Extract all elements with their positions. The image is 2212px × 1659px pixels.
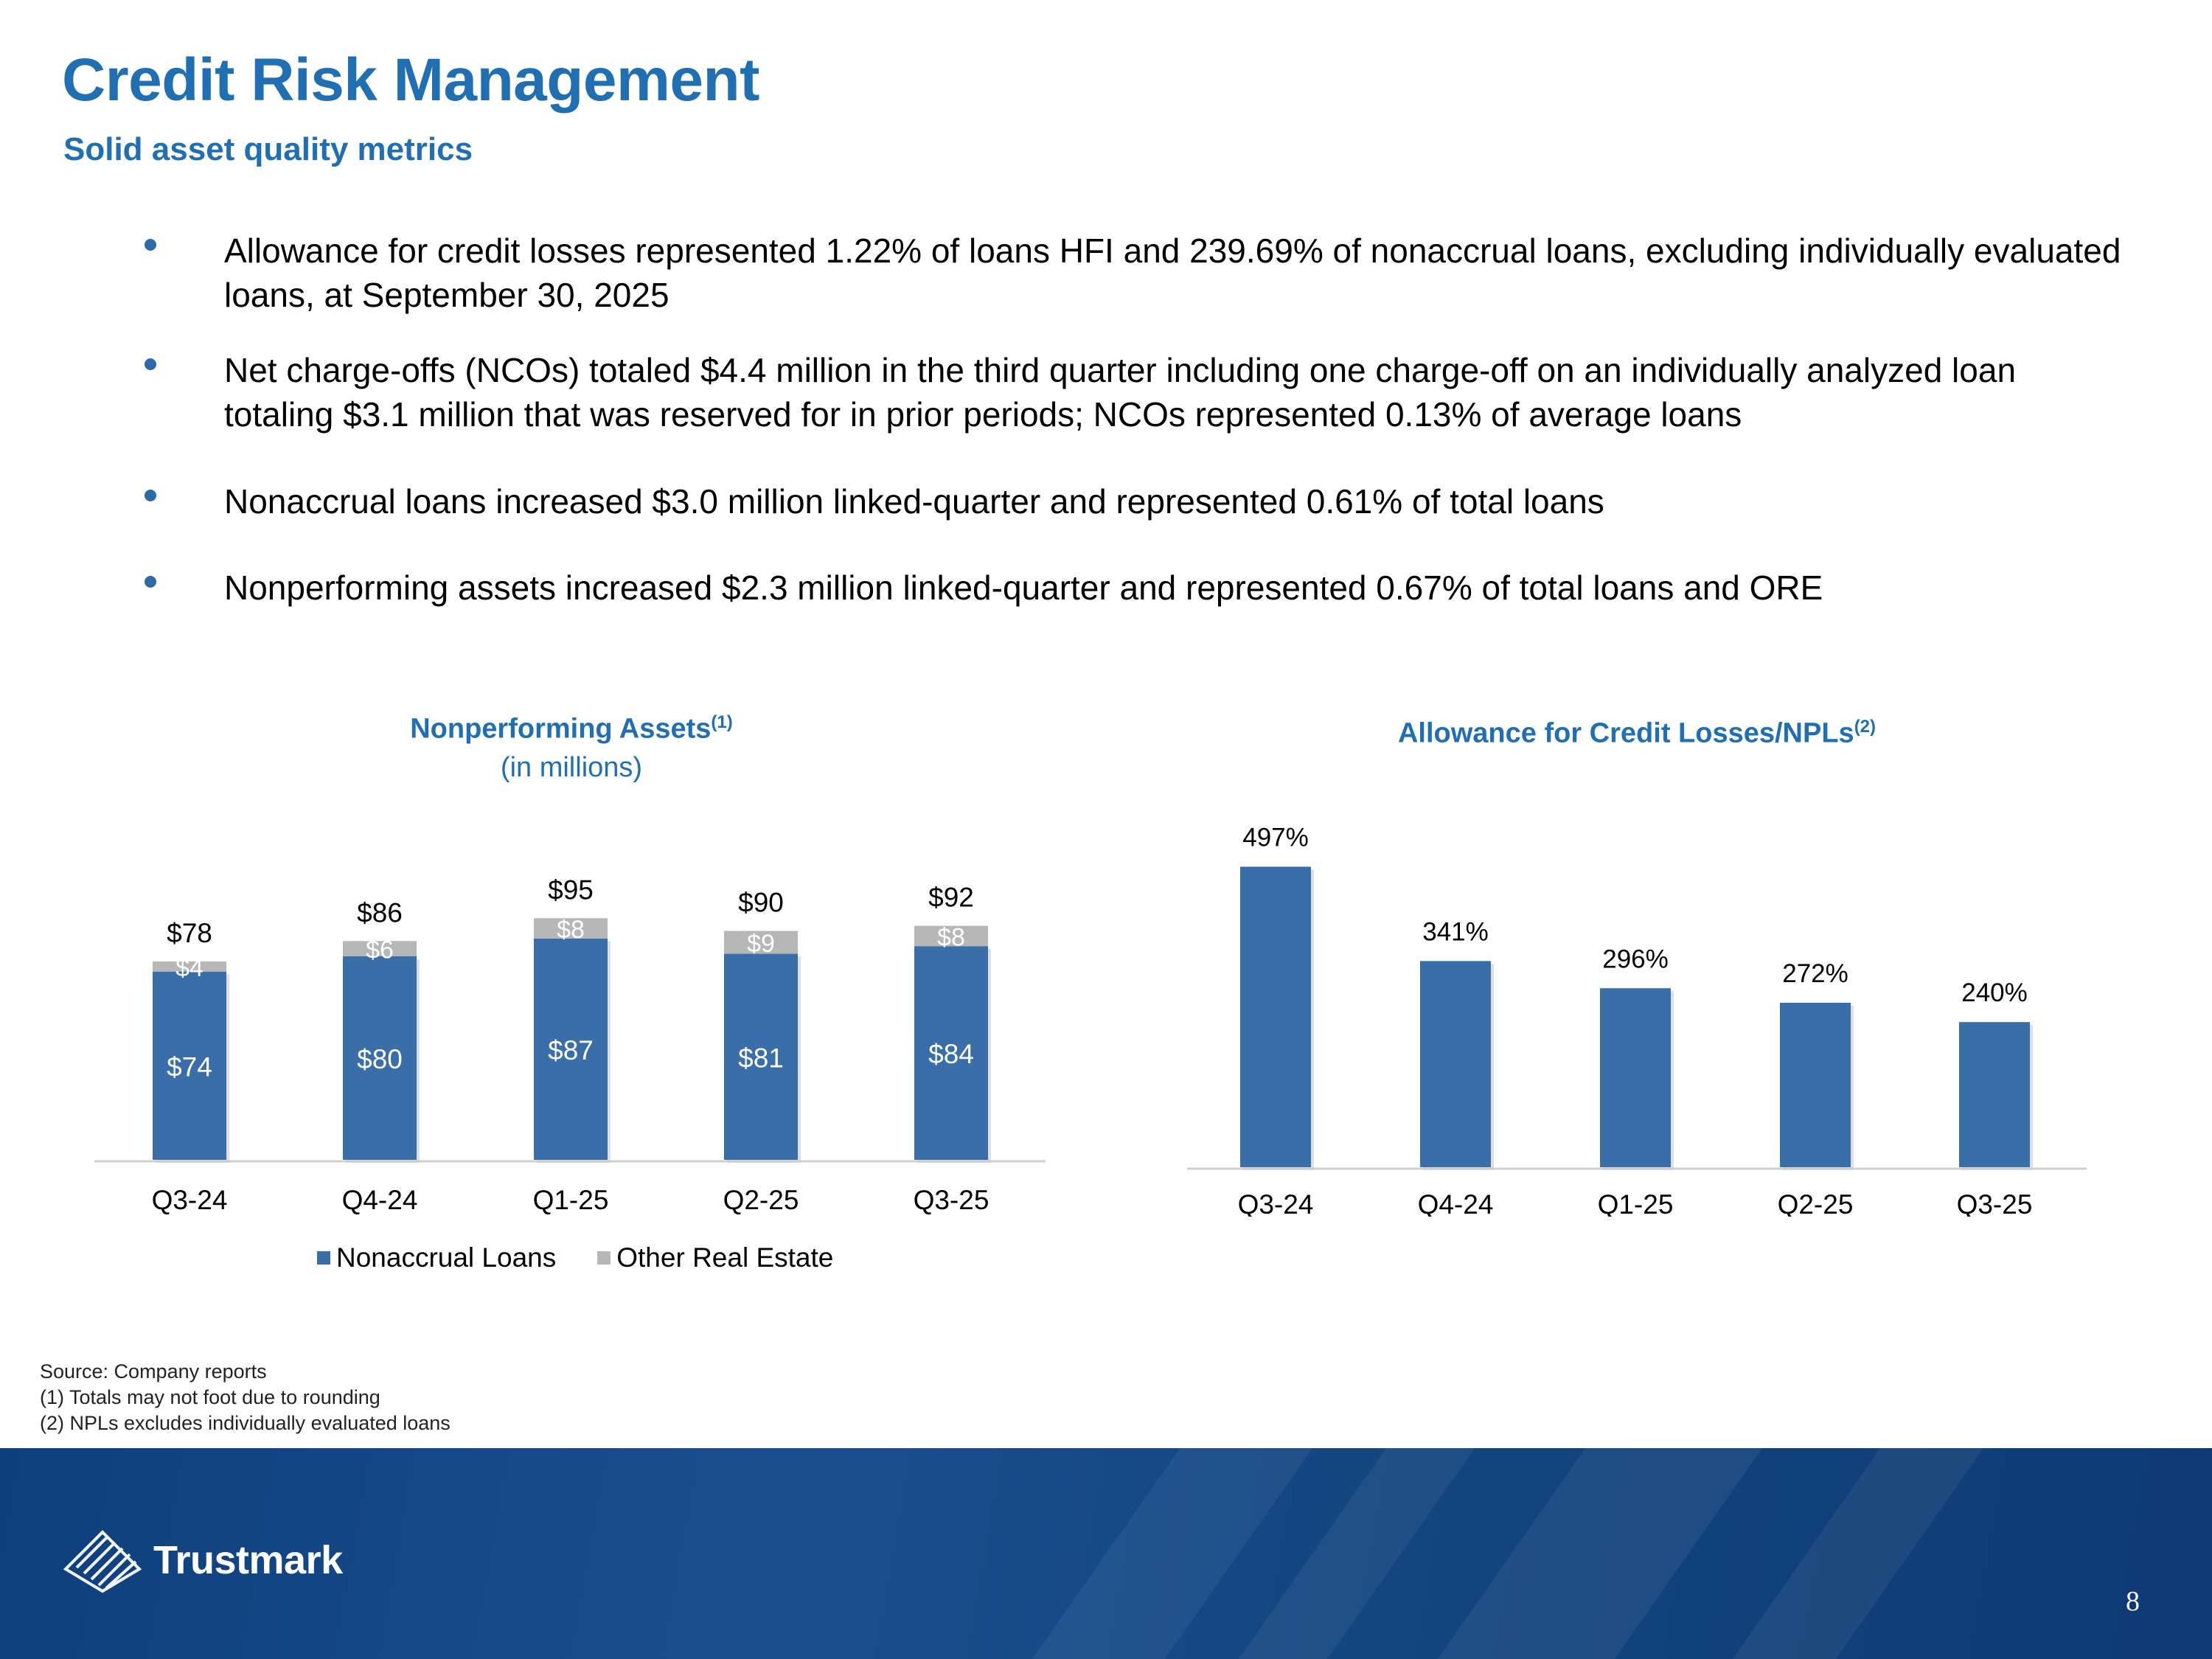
- x-tick-label: Q2-25: [723, 1185, 799, 1215]
- x-tick-label: Q1-25: [1598, 1189, 1674, 1217]
- data-label-other-real-estate: $9: [747, 930, 775, 958]
- legend-swatch: [317, 1251, 330, 1265]
- data-label-percent: 272%: [1782, 959, 1848, 988]
- legend-item-ore: Other Real Estate: [597, 1242, 833, 1273]
- bar-acl-ratio: [1780, 1002, 1851, 1167]
- data-label-total: $92: [928, 883, 974, 913]
- bullet-dot: [145, 358, 156, 370]
- npa-legend: Nonaccrual Loans Other Real Estate: [317, 1242, 874, 1273]
- data-label-total: $95: [548, 874, 594, 905]
- bar-nonaccrual: [914, 946, 988, 1160]
- data-label-percent: 296%: [1602, 945, 1669, 973]
- legend-item-nonaccrual: Nonaccrual Loans: [317, 1242, 556, 1273]
- x-tick-label: Q3-24: [1238, 1189, 1314, 1217]
- data-label-nonaccrual: $80: [357, 1044, 403, 1074]
- data-label-total: $86: [357, 897, 403, 928]
- bar-other-real-estate: [724, 931, 798, 954]
- x-tick-label: Q4-24: [342, 1185, 418, 1215]
- data-label-other-real-estate: $4: [175, 954, 204, 982]
- bar-acl-ratio: [1600, 988, 1671, 1167]
- data-label-total: $90: [738, 888, 784, 918]
- bullet-list: Allowance for credit losses represented …: [140, 229, 2131, 610]
- bar-acl-ratio: [1240, 866, 1311, 1167]
- bar-acl-ratio: [1420, 961, 1491, 1167]
- bar-nonaccrual: [724, 953, 798, 1160]
- data-label-nonaccrual: $74: [167, 1051, 212, 1082]
- footnotes: Source: Company reports (1) Totals may n…: [40, 1359, 451, 1436]
- bar-other-real-estate: [534, 918, 608, 939]
- bar-other-real-estate: [914, 925, 988, 947]
- bar-nonaccrual: [153, 971, 226, 1160]
- bar-nonaccrual: [343, 956, 417, 1160]
- footer-banner: [0, 1448, 2212, 1659]
- data-label-other-real-estate: $6: [366, 936, 394, 964]
- bar-acl-ratio: [1959, 1022, 2030, 1167]
- bullet-item: Nonaccrual loans increased $3.0 million …: [140, 479, 2131, 524]
- footnote: (2) NPLs excludes individually evaluated…: [40, 1412, 451, 1434]
- data-label-total: $78: [167, 918, 212, 948]
- page-subtitle: Solid asset quality metrics: [63, 131, 473, 167]
- trustmark-logo: Trustmark: [62, 1525, 343, 1596]
- npa-chart: $74 $4 $78 Q3-24 $80 $6 $86 Q4-24 $87 $8 $95 Q1-25 $…: [94, 874, 1046, 1215]
- x-tick-label: Q3-25: [1957, 1189, 2033, 1217]
- bar-other-real-estate: [343, 941, 417, 956]
- data-label-other-real-estate: $8: [557, 916, 585, 944]
- data-label-other-real-estate: $8: [937, 923, 965, 951]
- x-tick-label: Q3-24: [152, 1185, 228, 1215]
- data-label-nonaccrual: $84: [928, 1039, 974, 1069]
- footnote: (1) Totals may not foot due to rounding: [40, 1386, 380, 1408]
- bullet-dot: [145, 239, 156, 251]
- acl-chart: 497% Q3-24 341% Q4-24 296% Q1-25 272% Q2-25 240%…: [1187, 823, 2087, 1217]
- bullet-text: Allowance for credit losses represented …: [224, 232, 2121, 314]
- x-tick-label: Q2-25: [1778, 1189, 1854, 1217]
- logo-text: Trustmark: [153, 1538, 343, 1582]
- bullet-item: Net charge-offs (NCOs) totaled $4.4 mill…: [140, 348, 2131, 437]
- npa-chart-subtitle: (in millions): [500, 752, 643, 783]
- data-label-percent: 341%: [1422, 917, 1489, 946]
- x-tick-label: Q4-24: [1418, 1189, 1494, 1217]
- x-tick-label: Q1-25: [533, 1185, 609, 1215]
- bullet-text: Net charge-offs (NCOs) totaled $4.4 mill…: [224, 351, 2017, 434]
- data-label-nonaccrual: $81: [738, 1043, 784, 1073]
- legend-swatch: [597, 1251, 611, 1265]
- bullet-text: Nonaccrual loans increased $3.0 million …: [224, 482, 1604, 521]
- npa-chart-title: Nonperforming Assets(1): [410, 712, 733, 745]
- footnote: Source: Company reports: [40, 1360, 267, 1382]
- logo-mark-icon: [63, 1530, 142, 1593]
- bullet-dot: [145, 490, 156, 501]
- acl-chart-title: Allowance for Credit Losses/NPLs(2): [1397, 717, 1877, 749]
- bullet-item: Nonperforming assets increased $2.3 mill…: [140, 566, 2131, 610]
- bar-nonaccrual: [534, 938, 608, 1160]
- page-title: Credit Risk Management: [62, 46, 759, 114]
- page-number: 8: [2126, 1586, 2140, 1617]
- x-tick-label: Q3-25: [914, 1185, 990, 1215]
- data-label-percent: 497%: [1242, 823, 1309, 852]
- bullet-dot: [145, 576, 156, 588]
- bar-other-real-estate: [153, 961, 226, 972]
- data-label-percent: 240%: [1961, 978, 2028, 1007]
- bullet-item: Allowance for credit losses represented …: [140, 229, 2131, 317]
- bullet-text: Nonperforming assets increased $2.3 mill…: [224, 568, 1823, 607]
- data-label-nonaccrual: $87: [548, 1035, 594, 1065]
